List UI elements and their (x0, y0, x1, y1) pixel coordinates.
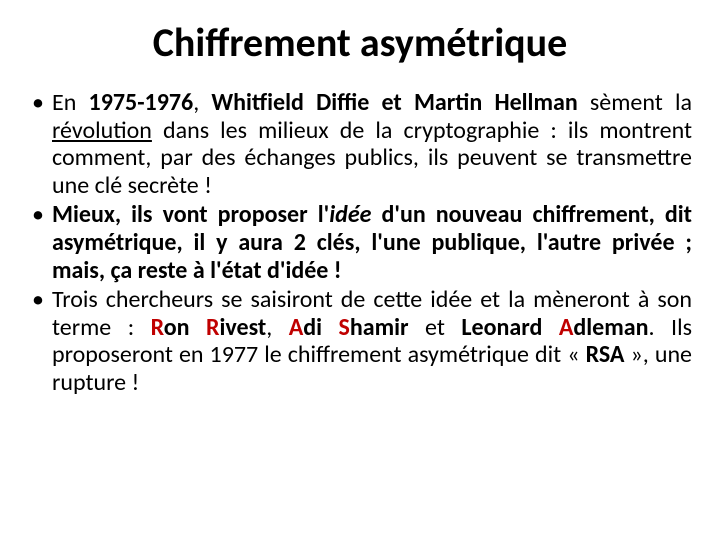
text-run: A (289, 313, 304, 342)
text-run: , (193, 88, 211, 117)
text-run: di (303, 313, 338, 342)
text-run: Whitfield Diffie et Martin Hellman (211, 88, 577, 117)
bullet-item: Trois chercheurs se saisiront de cette i… (28, 286, 692, 396)
text-run: Mieux, ils vont proposer l' (52, 200, 329, 229)
text-run: R (151, 313, 164, 342)
text-run: ivest (220, 313, 267, 342)
text-run: , (266, 313, 288, 342)
text-run: idée (329, 200, 371, 229)
text-run: dleman (573, 313, 648, 342)
text-run: et (409, 313, 462, 342)
text-run: RSA (586, 340, 625, 369)
text-run: 1975-1976 (89, 88, 194, 117)
text-run: révolution (52, 116, 152, 145)
slide-title: Chiffrement asymétrique (28, 18, 692, 67)
bullet-list: En 1975-1976, Whitfield Diffie et Martin… (28, 89, 692, 397)
bullet-item: Mieux, ils vont proposer l'idée d'un nou… (28, 201, 692, 284)
text-run: S (339, 313, 350, 342)
text-run: R (206, 313, 220, 342)
text-run: Leonard (461, 313, 558, 342)
bullet-item: En 1975-1976, Whitfield Diffie et Martin… (28, 89, 692, 199)
text-run: sèment la (578, 88, 692, 117)
text-run: A (559, 313, 574, 342)
text-run: hamir (350, 313, 409, 342)
text-run: on (164, 313, 206, 342)
text-run: En (52, 88, 89, 117)
